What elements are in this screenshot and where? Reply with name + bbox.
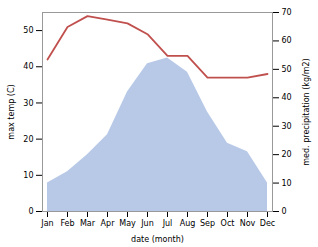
svg-text:40: 40 xyxy=(282,93,292,102)
svg-text:Aug: Aug xyxy=(180,219,196,228)
svg-text:30: 30 xyxy=(23,99,33,108)
svg-text:Mar: Mar xyxy=(80,219,96,228)
svg-text:May: May xyxy=(119,219,136,228)
svg-text:Dec: Dec xyxy=(260,219,275,228)
svg-text:Nov: Nov xyxy=(240,219,256,228)
svg-text:30: 30 xyxy=(282,122,292,131)
svg-text:Jun: Jun xyxy=(140,219,154,228)
svg-text:50: 50 xyxy=(282,65,292,74)
svg-text:10: 10 xyxy=(23,171,33,180)
svg-text:Jan: Jan xyxy=(40,219,53,228)
svg-text:Apr: Apr xyxy=(101,219,116,228)
svg-text:date (month): date (month) xyxy=(131,235,184,244)
svg-text:50: 50 xyxy=(23,26,33,35)
svg-text:10: 10 xyxy=(282,179,292,188)
svg-text:max temp (C): max temp (C) xyxy=(7,84,16,139)
svg-text:40: 40 xyxy=(23,62,33,71)
svg-text:20: 20 xyxy=(282,150,292,159)
svg-text:0: 0 xyxy=(28,207,33,216)
svg-text:Feb: Feb xyxy=(60,219,74,228)
svg-text:Sep: Sep xyxy=(200,219,215,228)
svg-text:med. precipitation (kg/m2): med. precipitation (kg/m2) xyxy=(302,58,311,165)
svg-text:0: 0 xyxy=(282,207,287,216)
svg-text:Jul: Jul xyxy=(162,219,173,228)
svg-text:Oct: Oct xyxy=(221,219,235,228)
svg-text:70: 70 xyxy=(282,8,292,17)
svg-text:20: 20 xyxy=(23,135,33,144)
svg-text:60: 60 xyxy=(282,36,292,45)
